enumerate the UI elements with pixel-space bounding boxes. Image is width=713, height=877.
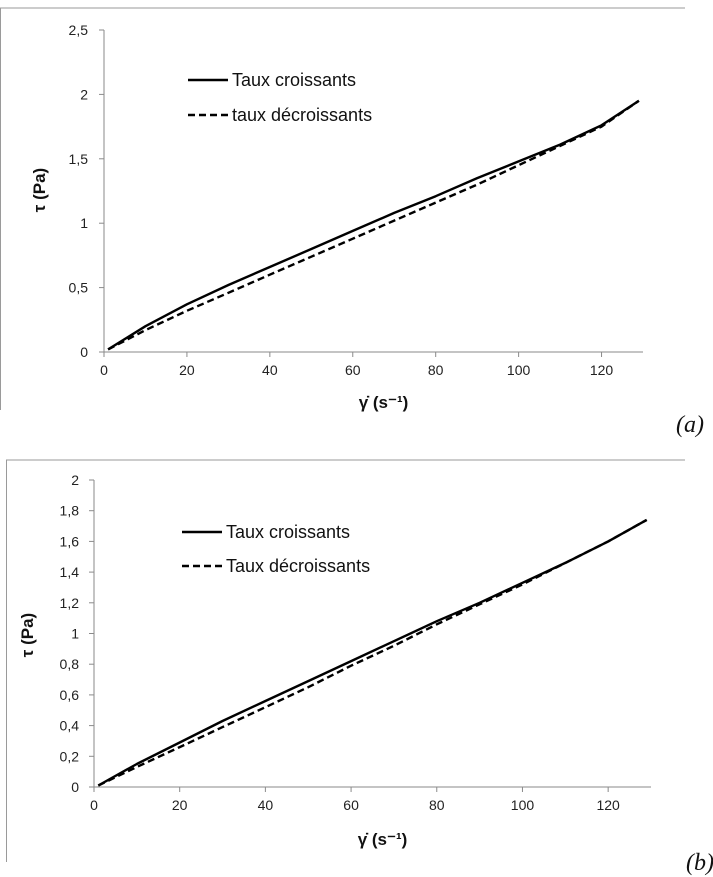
legend-label-increasing: Taux croissants	[226, 522, 350, 542]
series-line-increasing	[107, 99, 640, 351]
y-tick-label: 0,4	[60, 718, 80, 734]
x-tick-label: 80	[428, 362, 444, 378]
y-tick-label: 1	[71, 626, 79, 642]
y-tick-label: 0	[80, 344, 88, 360]
x-tick-label: 100	[507, 362, 531, 378]
y-tick-label: 0	[71, 779, 79, 795]
x-tick-label: 100	[511, 797, 535, 813]
series-line-decreasing	[97, 518, 648, 787]
y-tick-label: 0,5	[69, 280, 89, 296]
series-line-decreasing	[107, 99, 640, 351]
x-tick-label: 40	[262, 362, 278, 378]
y-tick-label: 0,6	[60, 687, 80, 703]
legend-label-decreasing: Taux décroissants	[226, 556, 370, 576]
x-tick-label: 20	[179, 362, 195, 378]
x-axis-title: γ̇ (s⁻¹)	[358, 830, 408, 849]
y-tick-label: 1,4	[60, 564, 80, 580]
y-tick-label: 1,6	[60, 533, 80, 549]
chart-panel-a: 0 0,5 1 1,5 2 2,5 0 20 40 60 80 100 120 τ (Pa) γ̇ (s⁻¹…	[0, 7, 704, 438]
legend-label-increasing: Taux croissants	[232, 70, 356, 90]
y-tick-label: 0,2	[60, 748, 80, 764]
x-tick-label: 0	[100, 362, 108, 378]
x-tick-label: 120	[590, 362, 614, 378]
x-tick-label: 0	[90, 797, 98, 813]
x-tick-label: 60	[345, 362, 361, 378]
x-tick-label: 80	[429, 797, 445, 813]
legend-label-decreasing: taux décroissants	[232, 105, 372, 125]
x-tick-label: 20	[172, 797, 188, 813]
x-tick-label: 40	[258, 797, 274, 813]
chart-panel-b: 00,20,40,60,811,21,41,61,820 20 40 60 80 100 1…	[6, 459, 713, 876]
y-tick-label: 2	[71, 472, 79, 488]
panel-label: (b)	[686, 850, 713, 876]
y-tick-label: 1,2	[60, 595, 80, 611]
x-axis-title: γ̇ (s⁻¹)	[359, 393, 409, 412]
x-tick-label: 120	[596, 797, 620, 813]
y-tick-label: 1,5	[69, 151, 89, 167]
y-tick-label: 2	[80, 86, 88, 102]
y-tick-label: 1	[80, 215, 88, 231]
y-tick-label: 0,8	[60, 656, 80, 672]
y-axis-title: τ (Pa)	[18, 613, 37, 657]
x-tick-label: 60	[343, 797, 359, 813]
panel-label: (a)	[676, 412, 704, 438]
y-axis-title: τ (Pa)	[30, 168, 49, 212]
y-tick-label: 1,8	[60, 503, 80, 519]
y-tick-label: 2,5	[69, 22, 89, 38]
